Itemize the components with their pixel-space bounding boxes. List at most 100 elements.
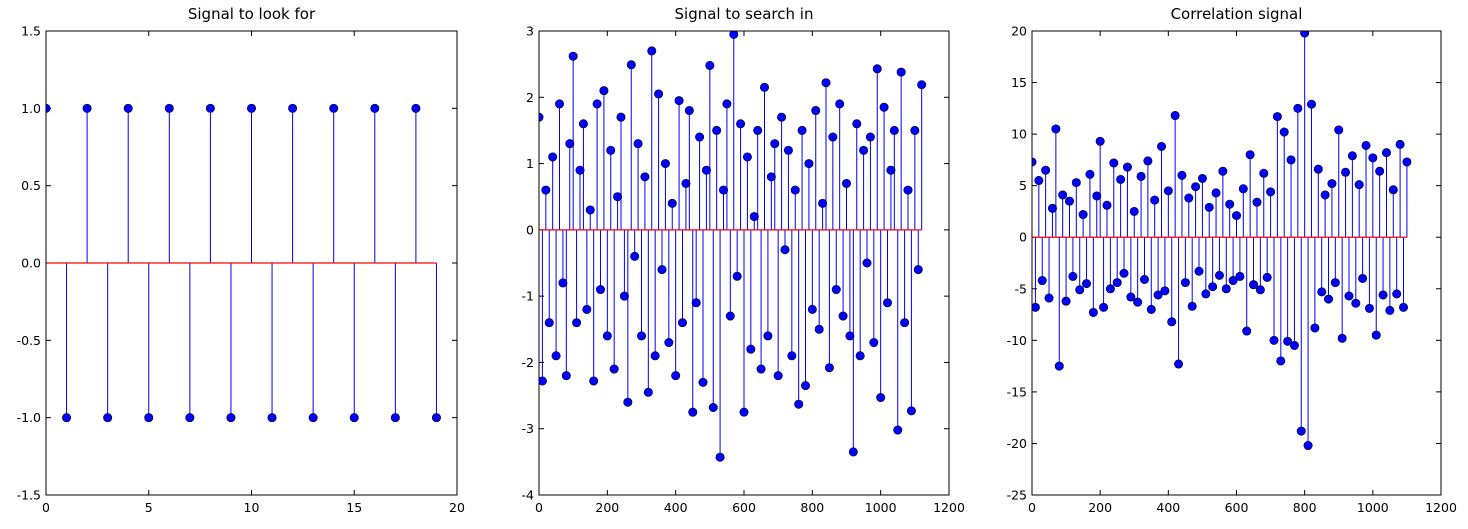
x-tick-label: 15 <box>346 500 362 515</box>
marker <box>742 152 752 162</box>
marker <box>1399 302 1409 312</box>
marker <box>1041 165 1051 175</box>
marker <box>349 413 359 423</box>
marker <box>1344 291 1354 301</box>
marker <box>647 46 657 56</box>
y-tick-label: 10 <box>1011 127 1027 142</box>
marker <box>1337 333 1347 343</box>
marker <box>1214 270 1224 280</box>
marker <box>1034 176 1044 186</box>
marker <box>1218 166 1228 176</box>
marker <box>1208 282 1218 292</box>
y-tick-label: 15 <box>1011 75 1027 90</box>
marker <box>650 351 660 361</box>
marker <box>1364 303 1374 313</box>
marker <box>729 31 739 39</box>
marker <box>876 393 886 403</box>
marker <box>308 413 318 423</box>
marker <box>753 125 763 135</box>
marker <box>718 185 728 195</box>
marker <box>1201 289 1211 299</box>
marker <box>1347 151 1357 161</box>
marker <box>62 413 72 423</box>
marker <box>164 103 174 113</box>
marker <box>759 82 769 92</box>
marker <box>247 103 257 113</box>
marker <box>1032 302 1040 312</box>
marker <box>1228 276 1238 286</box>
marker <box>1249 280 1259 290</box>
marker <box>1095 136 1105 146</box>
marker <box>1371 330 1381 340</box>
x-tick-label: 1200 <box>933 500 965 515</box>
marker <box>835 99 845 109</box>
marker <box>1245 150 1255 160</box>
marker <box>855 351 865 361</box>
marker <box>1180 278 1190 288</box>
marker <box>660 159 670 169</box>
marker <box>794 399 804 409</box>
marker <box>889 125 899 135</box>
marker <box>123 103 133 113</box>
marker <box>575 165 585 175</box>
marker <box>1139 274 1149 284</box>
axes-frame <box>1031 30 1442 496</box>
marker <box>539 112 544 122</box>
x-tick-label: 800 <box>800 500 824 515</box>
marker <box>1047 203 1057 213</box>
marker <box>862 258 872 268</box>
marker <box>800 381 810 391</box>
marker <box>1313 164 1323 174</box>
marker <box>838 311 848 321</box>
marker <box>845 331 855 341</box>
marker <box>818 198 828 208</box>
y-tick-label: -1.0 <box>17 410 41 425</box>
marker <box>329 103 339 113</box>
marker <box>848 447 858 457</box>
marker <box>1061 296 1071 306</box>
marker <box>824 363 834 373</box>
marker <box>910 125 920 135</box>
marker <box>619 291 629 301</box>
marker <box>814 324 824 334</box>
marker <box>1392 289 1402 299</box>
x-tick-label: 200 <box>595 500 619 515</box>
marker <box>770 139 780 149</box>
marker <box>1082 279 1092 289</box>
marker <box>736 119 746 129</box>
marker <box>725 311 735 321</box>
marker <box>1252 197 1262 207</box>
marker <box>684 106 694 116</box>
marker <box>1105 284 1115 294</box>
marker <box>859 145 869 155</box>
x-tick-label: 1000 <box>865 500 897 515</box>
marker <box>1310 323 1320 333</box>
marker <box>544 318 554 328</box>
marker <box>226 413 236 423</box>
marker <box>852 119 862 129</box>
marker <box>1037 276 1047 286</box>
marker <box>541 185 551 195</box>
marker <box>1351 298 1361 308</box>
marker <box>1232 211 1242 221</box>
marker <box>1191 182 1201 192</box>
marker <box>1378 290 1388 300</box>
marker <box>807 304 817 314</box>
marker <box>1126 292 1136 302</box>
marker <box>780 245 790 255</box>
marker <box>578 119 588 129</box>
plot-area <box>539 31 927 462</box>
marker <box>626 60 636 70</box>
marker <box>568 51 578 61</box>
chart-title: Signal to search in <box>675 5 814 23</box>
marker <box>633 139 643 149</box>
marker <box>144 413 154 423</box>
marker <box>1395 139 1405 149</box>
marker <box>1116 174 1126 184</box>
y-tick-label: -5 <box>1015 281 1027 296</box>
marker <box>1242 326 1252 336</box>
marker <box>1197 173 1207 183</box>
y-tick-label: -25 <box>1007 488 1027 503</box>
y-tick-label: -10 <box>1007 333 1027 348</box>
